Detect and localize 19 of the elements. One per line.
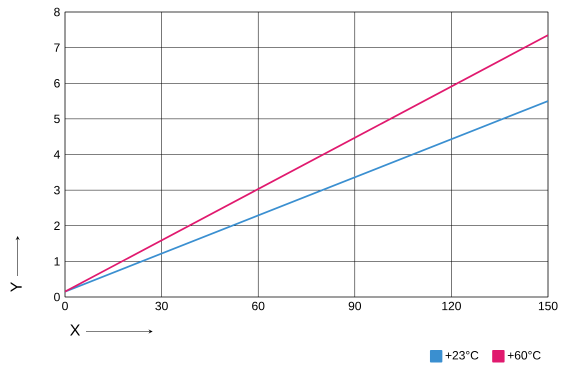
- y-tick-label: 1: [54, 257, 60, 266]
- y-tick-label: 7: [54, 44, 60, 52]
- x-tick-label: 30: [155, 302, 168, 310]
- x-tick-label: 60: [252, 302, 264, 310]
- y-axis-title: Y: [10, 282, 22, 292]
- y-tick-label: 6: [54, 79, 60, 88]
- x-axis-title: X: [70, 324, 80, 336]
- x-tick-label: 0: [62, 302, 68, 310]
- y-tick-label: 8: [54, 8, 60, 16]
- legend-label: +23°C: [446, 351, 478, 360]
- y-tick-label: 0: [54, 292, 60, 302]
- y-tick-label: 3: [54, 186, 60, 194]
- y-tick-label: 4: [54, 150, 60, 159]
- y-tick-label: 2: [54, 222, 60, 230]
- legend-label: +60°C: [508, 351, 541, 360]
- x-tick-label: 90: [348, 302, 362, 310]
- x-tick-label: 120: [442, 302, 461, 310]
- y-tick-label: 5: [54, 114, 60, 124]
- x-tick-label: 150: [538, 302, 558, 310]
